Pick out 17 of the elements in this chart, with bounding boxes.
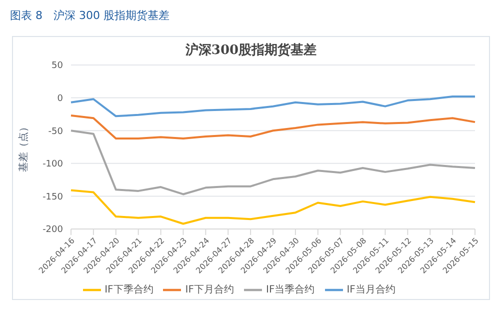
legend-label: IF下月合约	[185, 284, 234, 296]
y-tick-label: -150	[42, 192, 64, 202]
y-tick-label: 0	[57, 94, 64, 104]
line-series	[70, 114, 476, 140]
legend-label: IF下季合约	[104, 284, 154, 296]
legend-label: IF当季合约	[266, 284, 315, 296]
y-tick-label: -200	[42, 225, 64, 236]
line-series	[70, 189, 476, 225]
y-axis-title: 基差（点）	[18, 122, 30, 172]
chart-subtitle: 图表 8 沪深 300 股指期货基差	[9, 8, 170, 24]
y-tick-label: 50	[52, 61, 64, 72]
line-series	[70, 130, 476, 196]
line-series	[70, 95, 476, 118]
legend-label: IF当月合约	[346, 284, 396, 296]
y-tick-label: -50	[48, 126, 64, 137]
y-tick-label: -100	[42, 160, 64, 170]
chart-title: 沪深300股指期货基差	[184, 42, 318, 59]
